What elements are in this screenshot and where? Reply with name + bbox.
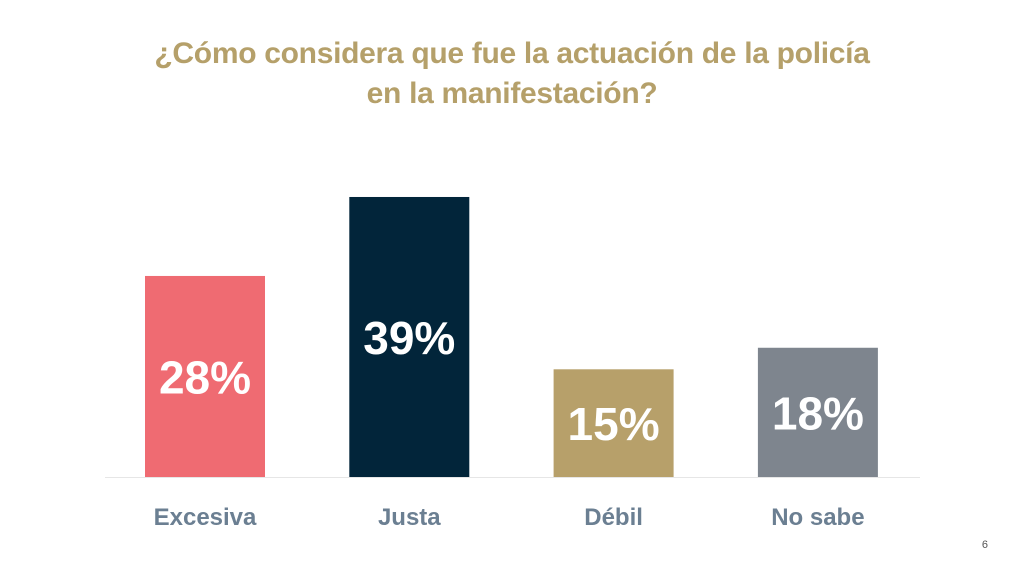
data-label: 28% [159, 351, 251, 403]
chart-title: ¿Cómo considera que fue la actuación de … [0, 34, 1024, 114]
bar-justa [349, 196, 470, 478]
data-label: 18% [772, 387, 864, 439]
bar-excesiva [145, 275, 265, 477]
x-tick-label: Débil [584, 504, 643, 531]
bar-no-sabe [757, 347, 878, 477]
data-label: 15% [568, 398, 660, 450]
bar-d-bil [553, 369, 674, 477]
page-number: 6 [981, 539, 988, 551]
x-tick-label: Justa [378, 504, 441, 531]
x-tick-label: Excesiva [154, 504, 257, 531]
x-tick-label: No sabe [771, 504, 864, 531]
chart-title-line-1: ¿Cómo considera que fue la actuación de … [154, 37, 870, 70]
chart-title-line-2: en la manifestación? [366, 77, 658, 110]
data-label: 39% [363, 312, 455, 364]
